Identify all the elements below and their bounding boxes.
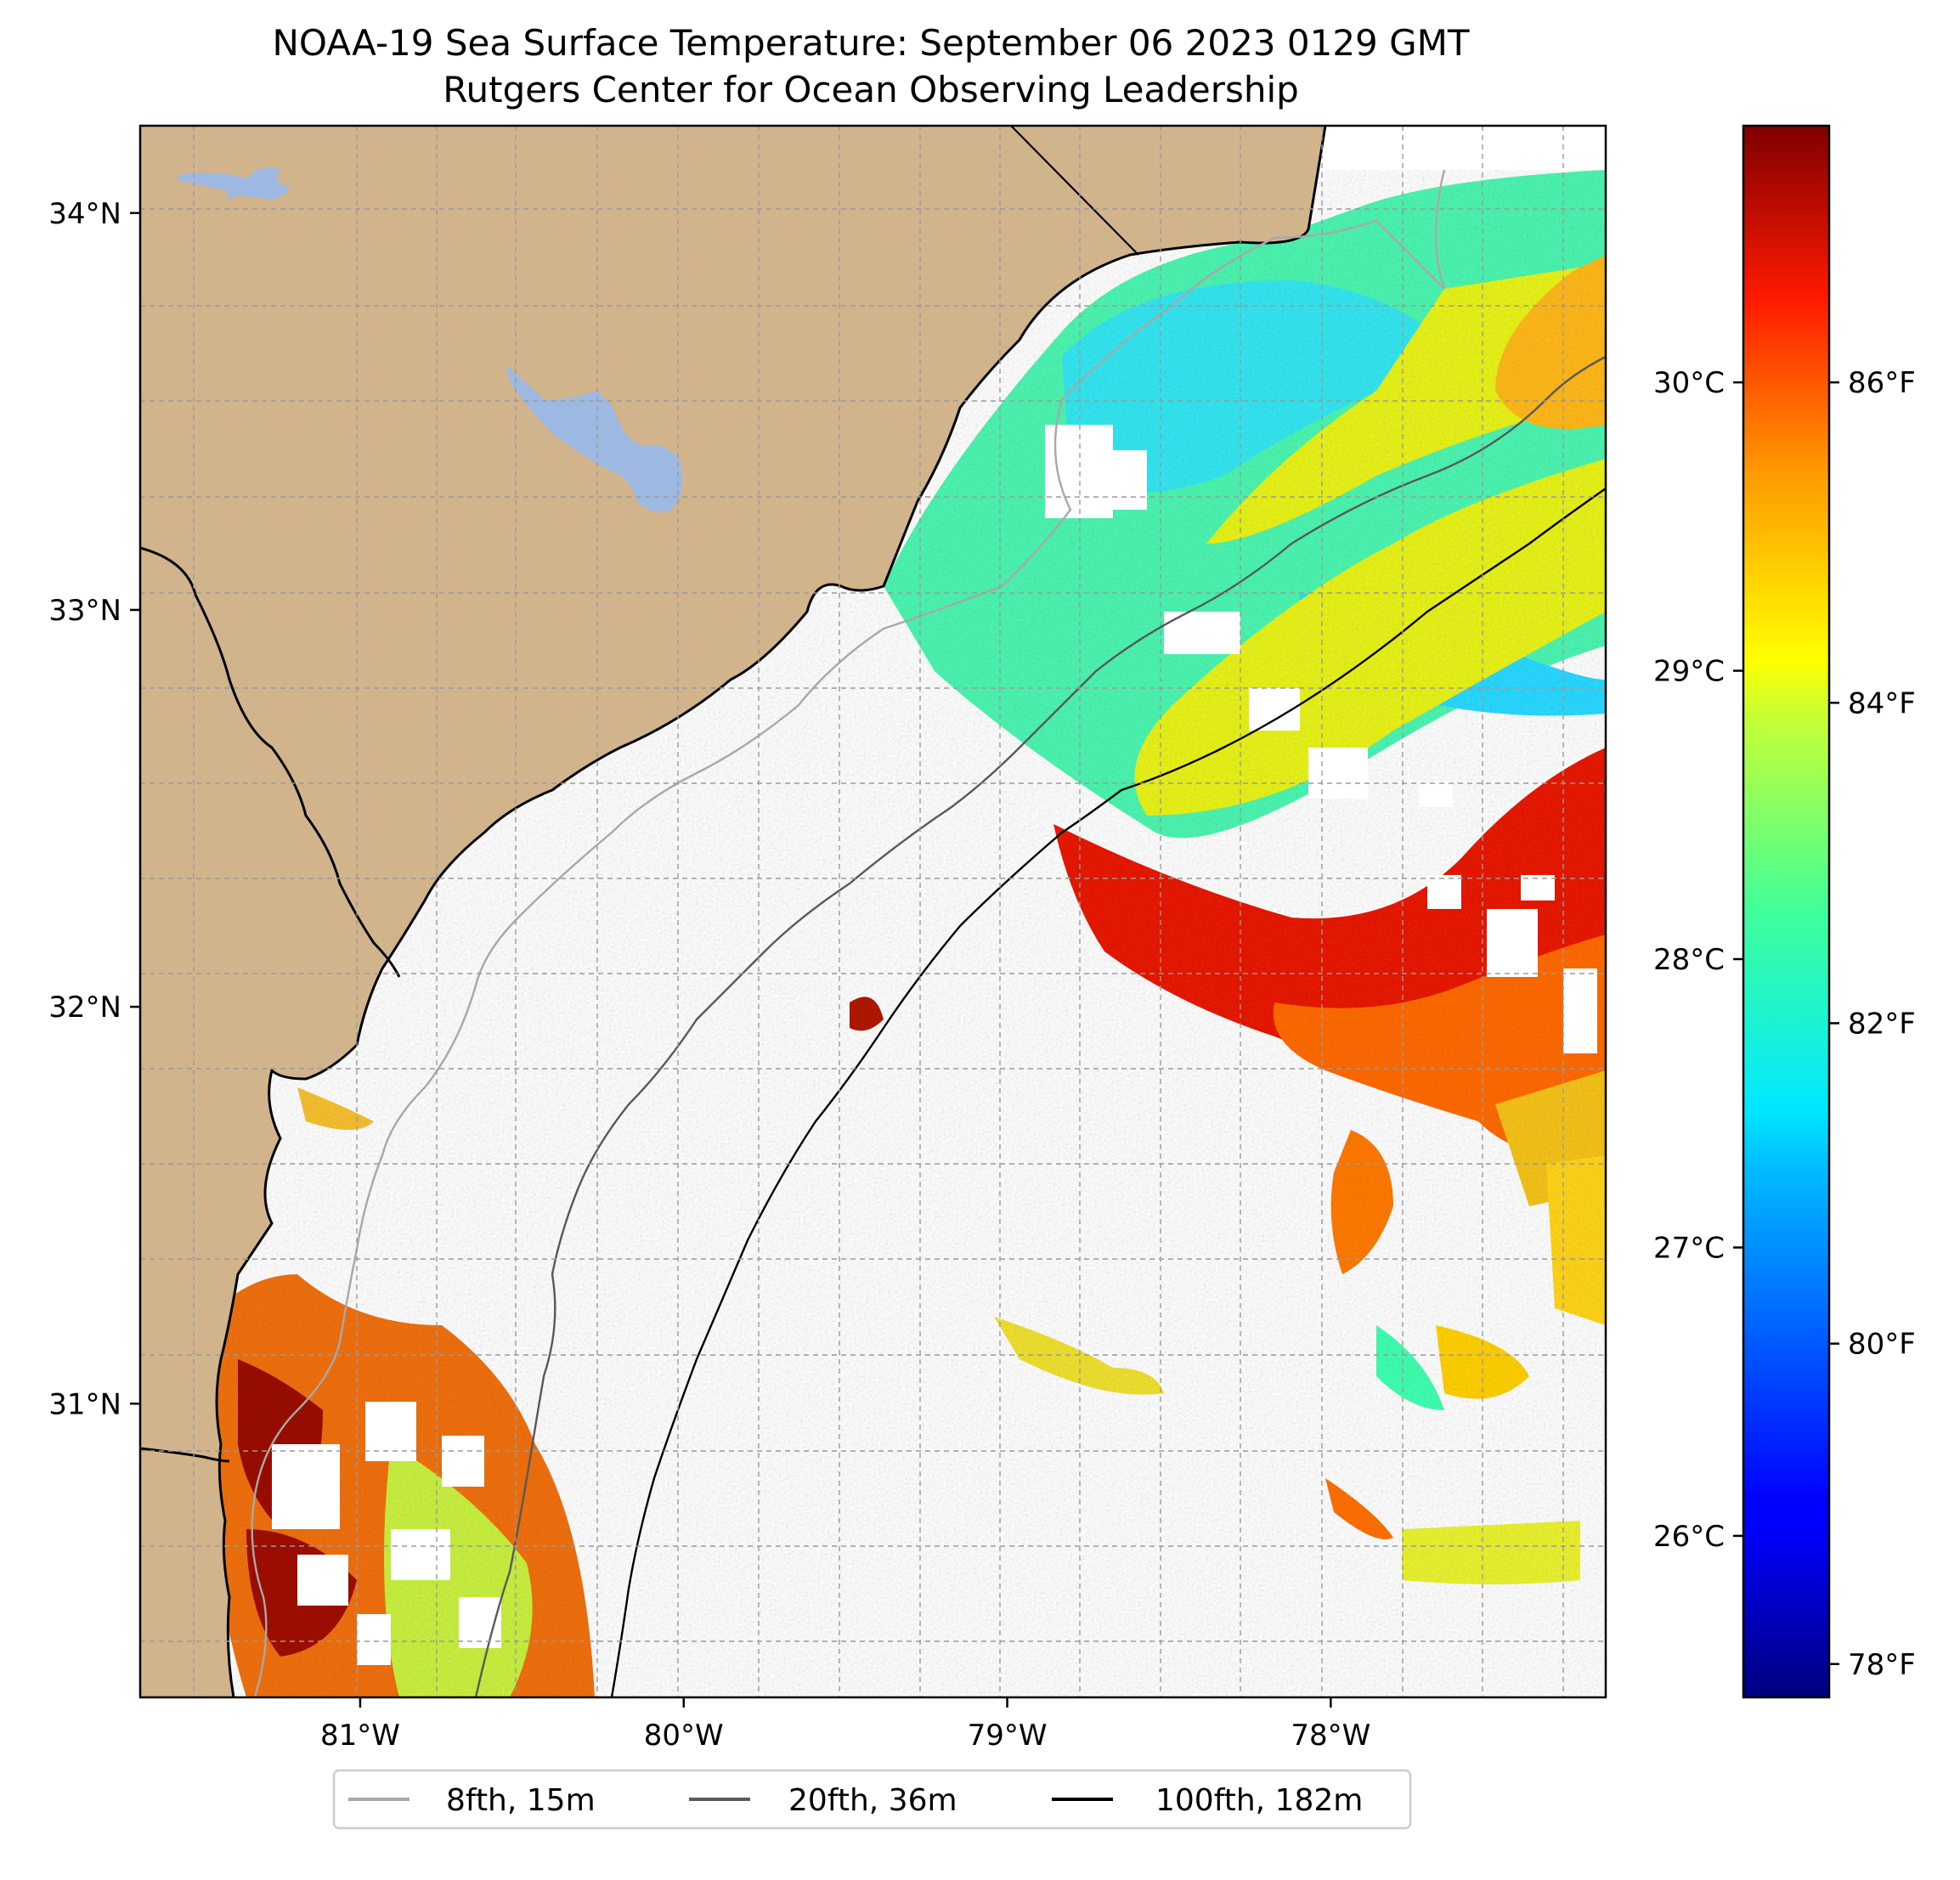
legend-box bbox=[332, 1769, 1412, 1830]
x-tick-label: 80°W bbox=[644, 1719, 724, 1753]
colorbar-fahrenheit-ticks: 78°F 80°F 82°F 84°F 86°F bbox=[1829, 366, 1916, 1682]
colorbar-gradient bbox=[1743, 126, 1829, 1697]
sst-data-layer bbox=[209, 170, 1606, 1697]
chart-title-line2: Rutgers Center for Ocean Observing Leade… bbox=[443, 69, 1299, 110]
sst-offshore-patch-1 bbox=[1330, 1130, 1393, 1274]
lake-marion-upper bbox=[178, 167, 289, 200]
sst-offshore-patch-2 bbox=[1376, 1325, 1444, 1410]
colorbar-fahrenheit-label: 86°F bbox=[1848, 366, 1916, 400]
sst-south-east-patch bbox=[1402, 1521, 1580, 1584]
colorbar-fahrenheit-label: 84°F bbox=[1848, 686, 1916, 720]
colorbar-celsius-ticks: 26°C 27°C 28°C 29°C 30°C bbox=[1653, 366, 1743, 1554]
x-tick-label: 78°W bbox=[1291, 1719, 1370, 1753]
colorbar-frame bbox=[1742, 124, 1831, 1699]
chart-title-line1: NOAA-19 Sea Surface Temperature: Septemb… bbox=[272, 22, 1469, 64]
y-axis-ticks: 31°N 32°N 33°N 34°N bbox=[48, 197, 140, 1421]
x-tick-label: 81°W bbox=[320, 1719, 400, 1753]
legend-label-100fth: 100fth, 182m bbox=[1155, 1783, 1363, 1818]
state-border-nc-sc bbox=[1010, 126, 1139, 256]
colorbar-celsius-label: 29°C bbox=[1653, 655, 1725, 689]
state-border-sc-ga bbox=[140, 546, 401, 978]
coastline bbox=[215, 126, 1327, 1697]
sst-orange-patch-ne bbox=[1495, 255, 1606, 429]
y-tick-label: 33°N bbox=[48, 594, 121, 628]
x-axis-ticks: 81°W 80°W 79°W 78°W bbox=[320, 1697, 1370, 1753]
isobath-8fth bbox=[251, 169, 1446, 1697]
sst-coolest-patch bbox=[1062, 280, 1461, 493]
colorbar-fahrenheit-label: 82°F bbox=[1848, 1007, 1916, 1041]
colorbar-celsius-label: 26°C bbox=[1653, 1520, 1725, 1554]
isobath-100fth bbox=[610, 488, 1606, 1697]
legend: 8fth, 15m 20fth, 36m 100fth, 182m bbox=[332, 1769, 1412, 1830]
x-tick-label: 79°W bbox=[968, 1719, 1048, 1753]
sst-shore-patch bbox=[297, 1087, 374, 1130]
gridlines bbox=[140, 126, 1606, 1697]
colorbar-fahrenheit-label: 78°F bbox=[1848, 1648, 1916, 1682]
sst-offshore-streak bbox=[994, 1317, 1164, 1395]
colorbar-celsius-label: 28°C bbox=[1653, 943, 1725, 977]
colorbar-fahrenheit-label: 80°F bbox=[1848, 1328, 1916, 1362]
sst-small-hot-spot bbox=[850, 996, 884, 1031]
colorbar-celsius-label: 27°C bbox=[1653, 1231, 1725, 1265]
sst-offshore-patch-4 bbox=[1325, 1478, 1393, 1539]
y-tick-label: 34°N bbox=[48, 197, 121, 231]
y-tick-label: 32°N bbox=[48, 991, 121, 1025]
map-frame bbox=[138, 124, 1607, 1699]
lake-marion-moultrie bbox=[506, 365, 683, 513]
colorbar-celsius-label: 30°C bbox=[1653, 366, 1725, 400]
legend-label-20fth: 20fth, 36m bbox=[788, 1783, 957, 1818]
legend-label-8fth: 8fth, 15m bbox=[446, 1783, 596, 1818]
y-tick-label: 31°N bbox=[48, 1387, 121, 1421]
map-area bbox=[140, 126, 1606, 1697]
isobath-20fth bbox=[474, 355, 1606, 1697]
sst-east-edge-patch bbox=[1546, 1155, 1606, 1325]
colorbar: 26°C 27°C 28°C 29°C 30°C 78°F 80°F 82°F 84°F 86°… bbox=[1653, 124, 1916, 1699]
